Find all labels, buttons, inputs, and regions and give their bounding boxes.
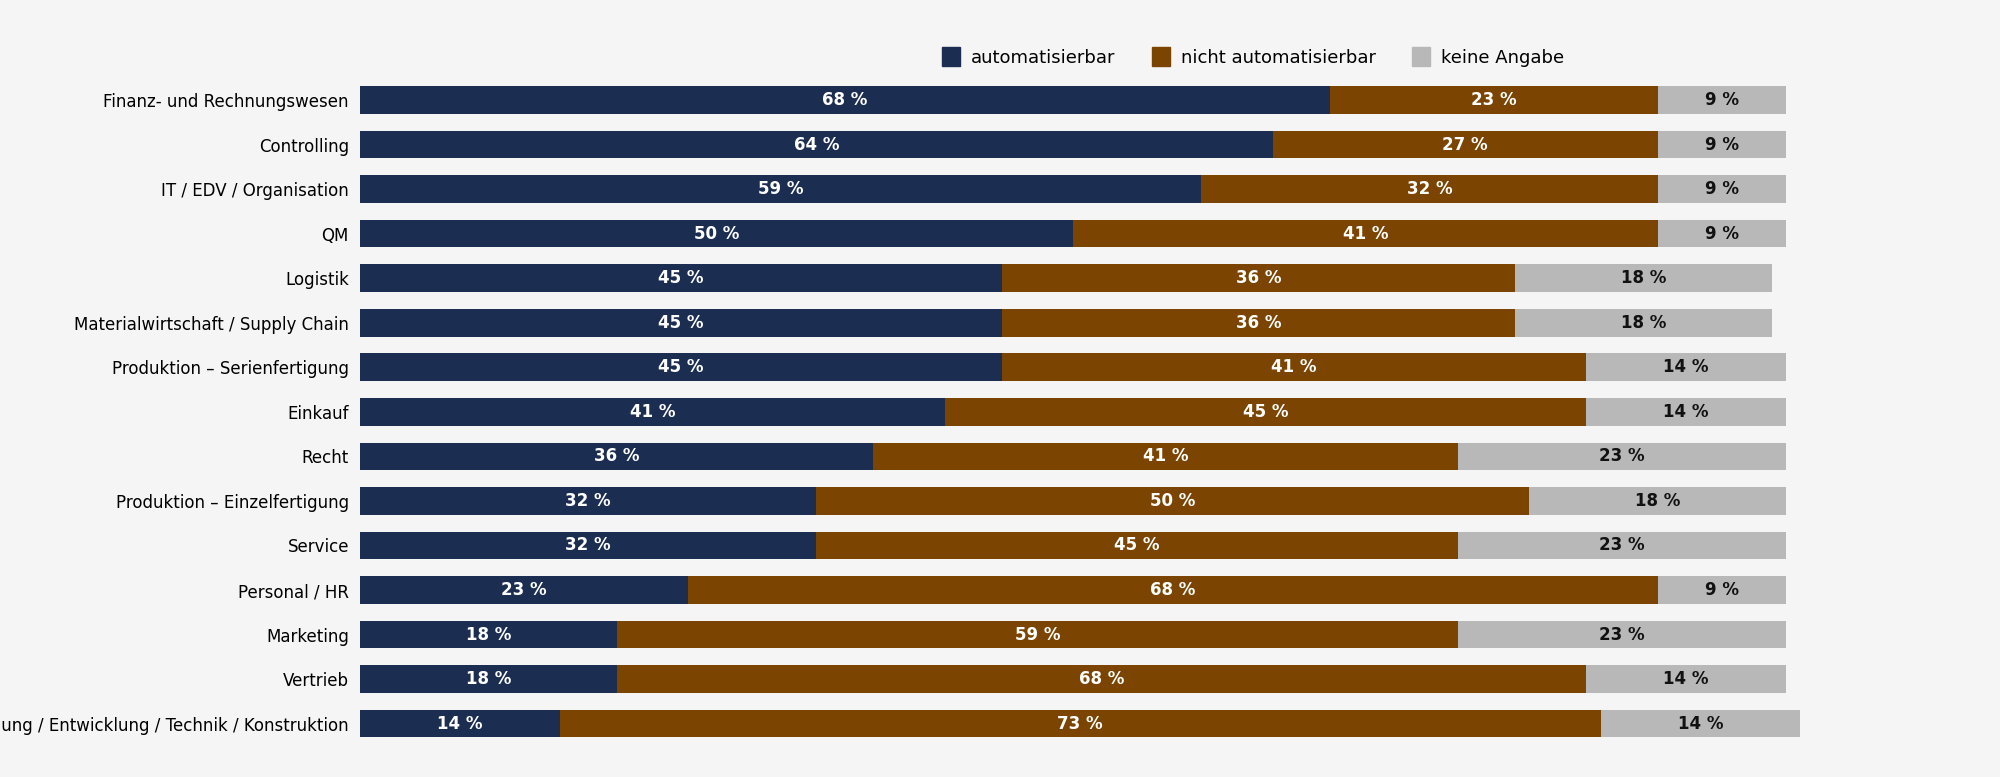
Text: 18 %: 18 %: [466, 625, 512, 643]
Bar: [816, 531, 1458, 559]
Bar: [360, 577, 688, 604]
Bar: [1516, 264, 1772, 292]
Text: 45 %: 45 %: [1114, 536, 1160, 555]
Text: 36 %: 36 %: [1236, 269, 1282, 287]
Bar: [1272, 131, 1658, 159]
Bar: [1002, 309, 1516, 336]
Text: 45 %: 45 %: [1242, 402, 1288, 421]
Bar: [560, 710, 1600, 737]
Text: 14 %: 14 %: [1664, 402, 1708, 421]
Bar: [944, 398, 1586, 426]
Text: 23 %: 23 %: [1600, 448, 1644, 465]
Bar: [616, 621, 1458, 648]
Bar: [1458, 621, 1786, 648]
Text: 9 %: 9 %: [1704, 225, 1738, 242]
Bar: [1530, 487, 1786, 514]
Text: 23 %: 23 %: [502, 581, 546, 599]
Text: 23 %: 23 %: [1470, 91, 1516, 109]
Text: 18 %: 18 %: [1634, 492, 1680, 510]
Text: 9 %: 9 %: [1704, 91, 1738, 109]
Bar: [1586, 665, 1786, 693]
Text: 64 %: 64 %: [794, 135, 840, 154]
Text: 41 %: 41 %: [1342, 225, 1388, 242]
Bar: [360, 176, 1202, 203]
Text: 36 %: 36 %: [1236, 314, 1282, 332]
Bar: [360, 531, 816, 559]
Bar: [360, 398, 944, 426]
Bar: [1658, 86, 1786, 113]
Text: 32 %: 32 %: [566, 492, 610, 510]
Text: 14 %: 14 %: [438, 715, 482, 733]
Text: 50 %: 50 %: [694, 225, 740, 242]
Text: 18 %: 18 %: [466, 670, 512, 688]
Text: 45 %: 45 %: [658, 314, 704, 332]
Bar: [1586, 398, 1786, 426]
Bar: [360, 710, 560, 737]
Bar: [688, 577, 1658, 604]
Bar: [1002, 354, 1586, 381]
Bar: [360, 309, 1002, 336]
Text: 41 %: 41 %: [630, 402, 676, 421]
Text: 50 %: 50 %: [1150, 492, 1196, 510]
Bar: [1658, 176, 1786, 203]
Text: 9 %: 9 %: [1704, 180, 1738, 198]
Text: 23 %: 23 %: [1600, 625, 1644, 643]
Text: 18 %: 18 %: [1620, 314, 1666, 332]
Bar: [1458, 443, 1786, 470]
Bar: [1202, 176, 1658, 203]
Bar: [360, 131, 1272, 159]
Text: 9 %: 9 %: [1704, 135, 1738, 154]
Text: 14 %: 14 %: [1678, 715, 1724, 733]
Text: 73 %: 73 %: [1058, 715, 1102, 733]
Text: 27 %: 27 %: [1442, 135, 1488, 154]
Bar: [1658, 131, 1786, 159]
Text: 59 %: 59 %: [1014, 625, 1060, 643]
Text: 45 %: 45 %: [658, 269, 704, 287]
Text: 41 %: 41 %: [1272, 358, 1316, 376]
Bar: [874, 443, 1458, 470]
Bar: [1658, 577, 1786, 604]
Bar: [360, 665, 616, 693]
Bar: [360, 220, 1072, 247]
Bar: [1072, 220, 1658, 247]
Bar: [1586, 354, 1786, 381]
Bar: [360, 443, 874, 470]
Bar: [1600, 710, 1800, 737]
Bar: [1330, 86, 1658, 113]
Bar: [360, 86, 1330, 113]
Text: 41 %: 41 %: [1142, 448, 1188, 465]
Bar: [1516, 309, 1772, 336]
Text: 68 %: 68 %: [822, 91, 868, 109]
Bar: [1002, 264, 1516, 292]
Bar: [360, 487, 816, 514]
Text: 9 %: 9 %: [1704, 581, 1738, 599]
Text: 32 %: 32 %: [1406, 180, 1452, 198]
Text: 36 %: 36 %: [594, 448, 640, 465]
Text: 59 %: 59 %: [758, 180, 804, 198]
Text: 23 %: 23 %: [1600, 536, 1644, 555]
Bar: [1658, 220, 1786, 247]
Text: 68 %: 68 %: [1078, 670, 1124, 688]
Text: 68 %: 68 %: [1150, 581, 1196, 599]
Legend: automatisierbar, nicht automatisierbar, keine Angabe: automatisierbar, nicht automatisierbar, …: [936, 40, 1572, 74]
Text: 14 %: 14 %: [1664, 670, 1708, 688]
Bar: [1458, 531, 1786, 559]
Text: 18 %: 18 %: [1620, 269, 1666, 287]
Bar: [816, 487, 1530, 514]
Text: 45 %: 45 %: [658, 358, 704, 376]
Bar: [360, 264, 1002, 292]
Bar: [360, 354, 1002, 381]
Text: 14 %: 14 %: [1664, 358, 1708, 376]
Bar: [360, 621, 616, 648]
Bar: [616, 665, 1586, 693]
Text: 32 %: 32 %: [566, 536, 610, 555]
